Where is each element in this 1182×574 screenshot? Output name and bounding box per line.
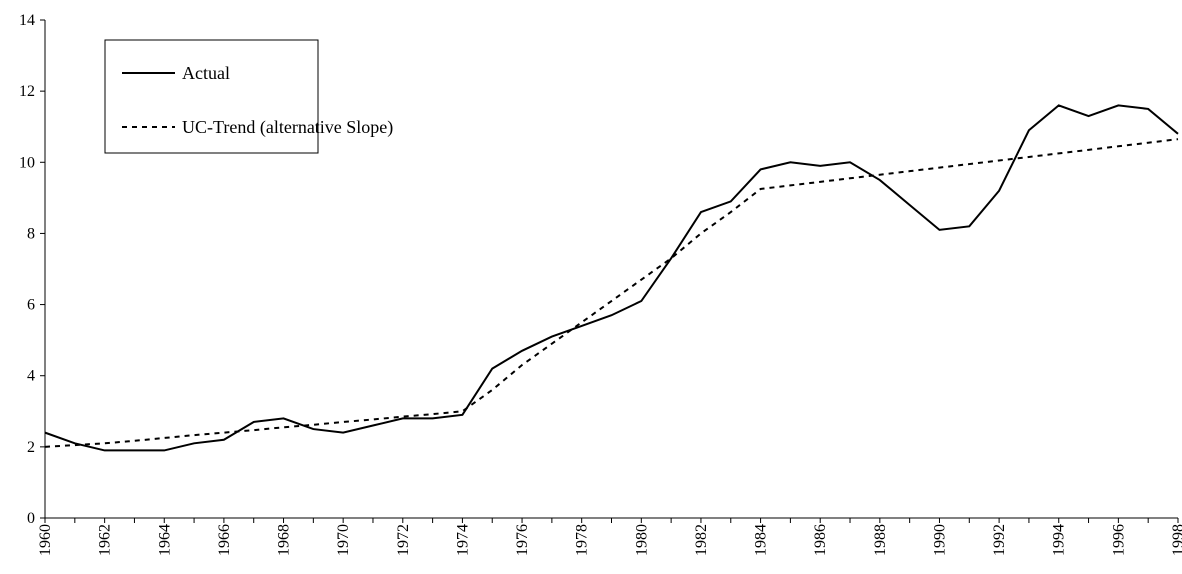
y-tick-label: 0 bbox=[27, 510, 35, 527]
y-tick-label: 6 bbox=[27, 297, 35, 314]
x-tick-label: 1976 bbox=[514, 524, 531, 556]
x-tick-label: 1990 bbox=[931, 524, 948, 556]
y-tick-label: 8 bbox=[27, 225, 35, 242]
x-tick-label: 1978 bbox=[574, 524, 591, 556]
x-tick-label: 1968 bbox=[276, 524, 293, 556]
y-tick-label: 14 bbox=[19, 12, 35, 29]
x-tick-label: 1992 bbox=[991, 524, 1008, 556]
y-tick-label: 2 bbox=[27, 439, 35, 456]
x-tick-label: 1988 bbox=[872, 524, 889, 556]
x-tick-label: 1986 bbox=[812, 524, 829, 556]
x-tick-label: 1970 bbox=[335, 524, 352, 556]
y-tick-label: 4 bbox=[27, 368, 35, 385]
x-tick-label: 1960 bbox=[37, 524, 54, 556]
x-tick-label: 1982 bbox=[693, 524, 710, 556]
legend-label: Actual bbox=[182, 63, 230, 83]
x-tick-label: 1964 bbox=[156, 524, 173, 556]
x-tick-label: 1996 bbox=[1110, 524, 1127, 556]
x-tick-label: 1994 bbox=[1051, 524, 1068, 556]
x-tick-label: 1966 bbox=[216, 524, 233, 556]
series-line bbox=[44, 104, 1179, 452]
legend-label: UC-Trend (alternative Slope) bbox=[182, 117, 393, 138]
x-tick-label: 1962 bbox=[97, 524, 114, 556]
series-line bbox=[44, 138, 1179, 448]
y-tick-label: 10 bbox=[19, 154, 35, 171]
x-tick-label: 1984 bbox=[753, 524, 770, 556]
x-tick-label: 1974 bbox=[454, 524, 471, 556]
x-tick-label: 1998 bbox=[1170, 524, 1182, 556]
y-tick-label: 12 bbox=[19, 83, 35, 100]
x-tick-label: 1980 bbox=[633, 524, 650, 556]
x-tick-label: 1972 bbox=[395, 524, 412, 556]
legend-box bbox=[104, 39, 319, 154]
